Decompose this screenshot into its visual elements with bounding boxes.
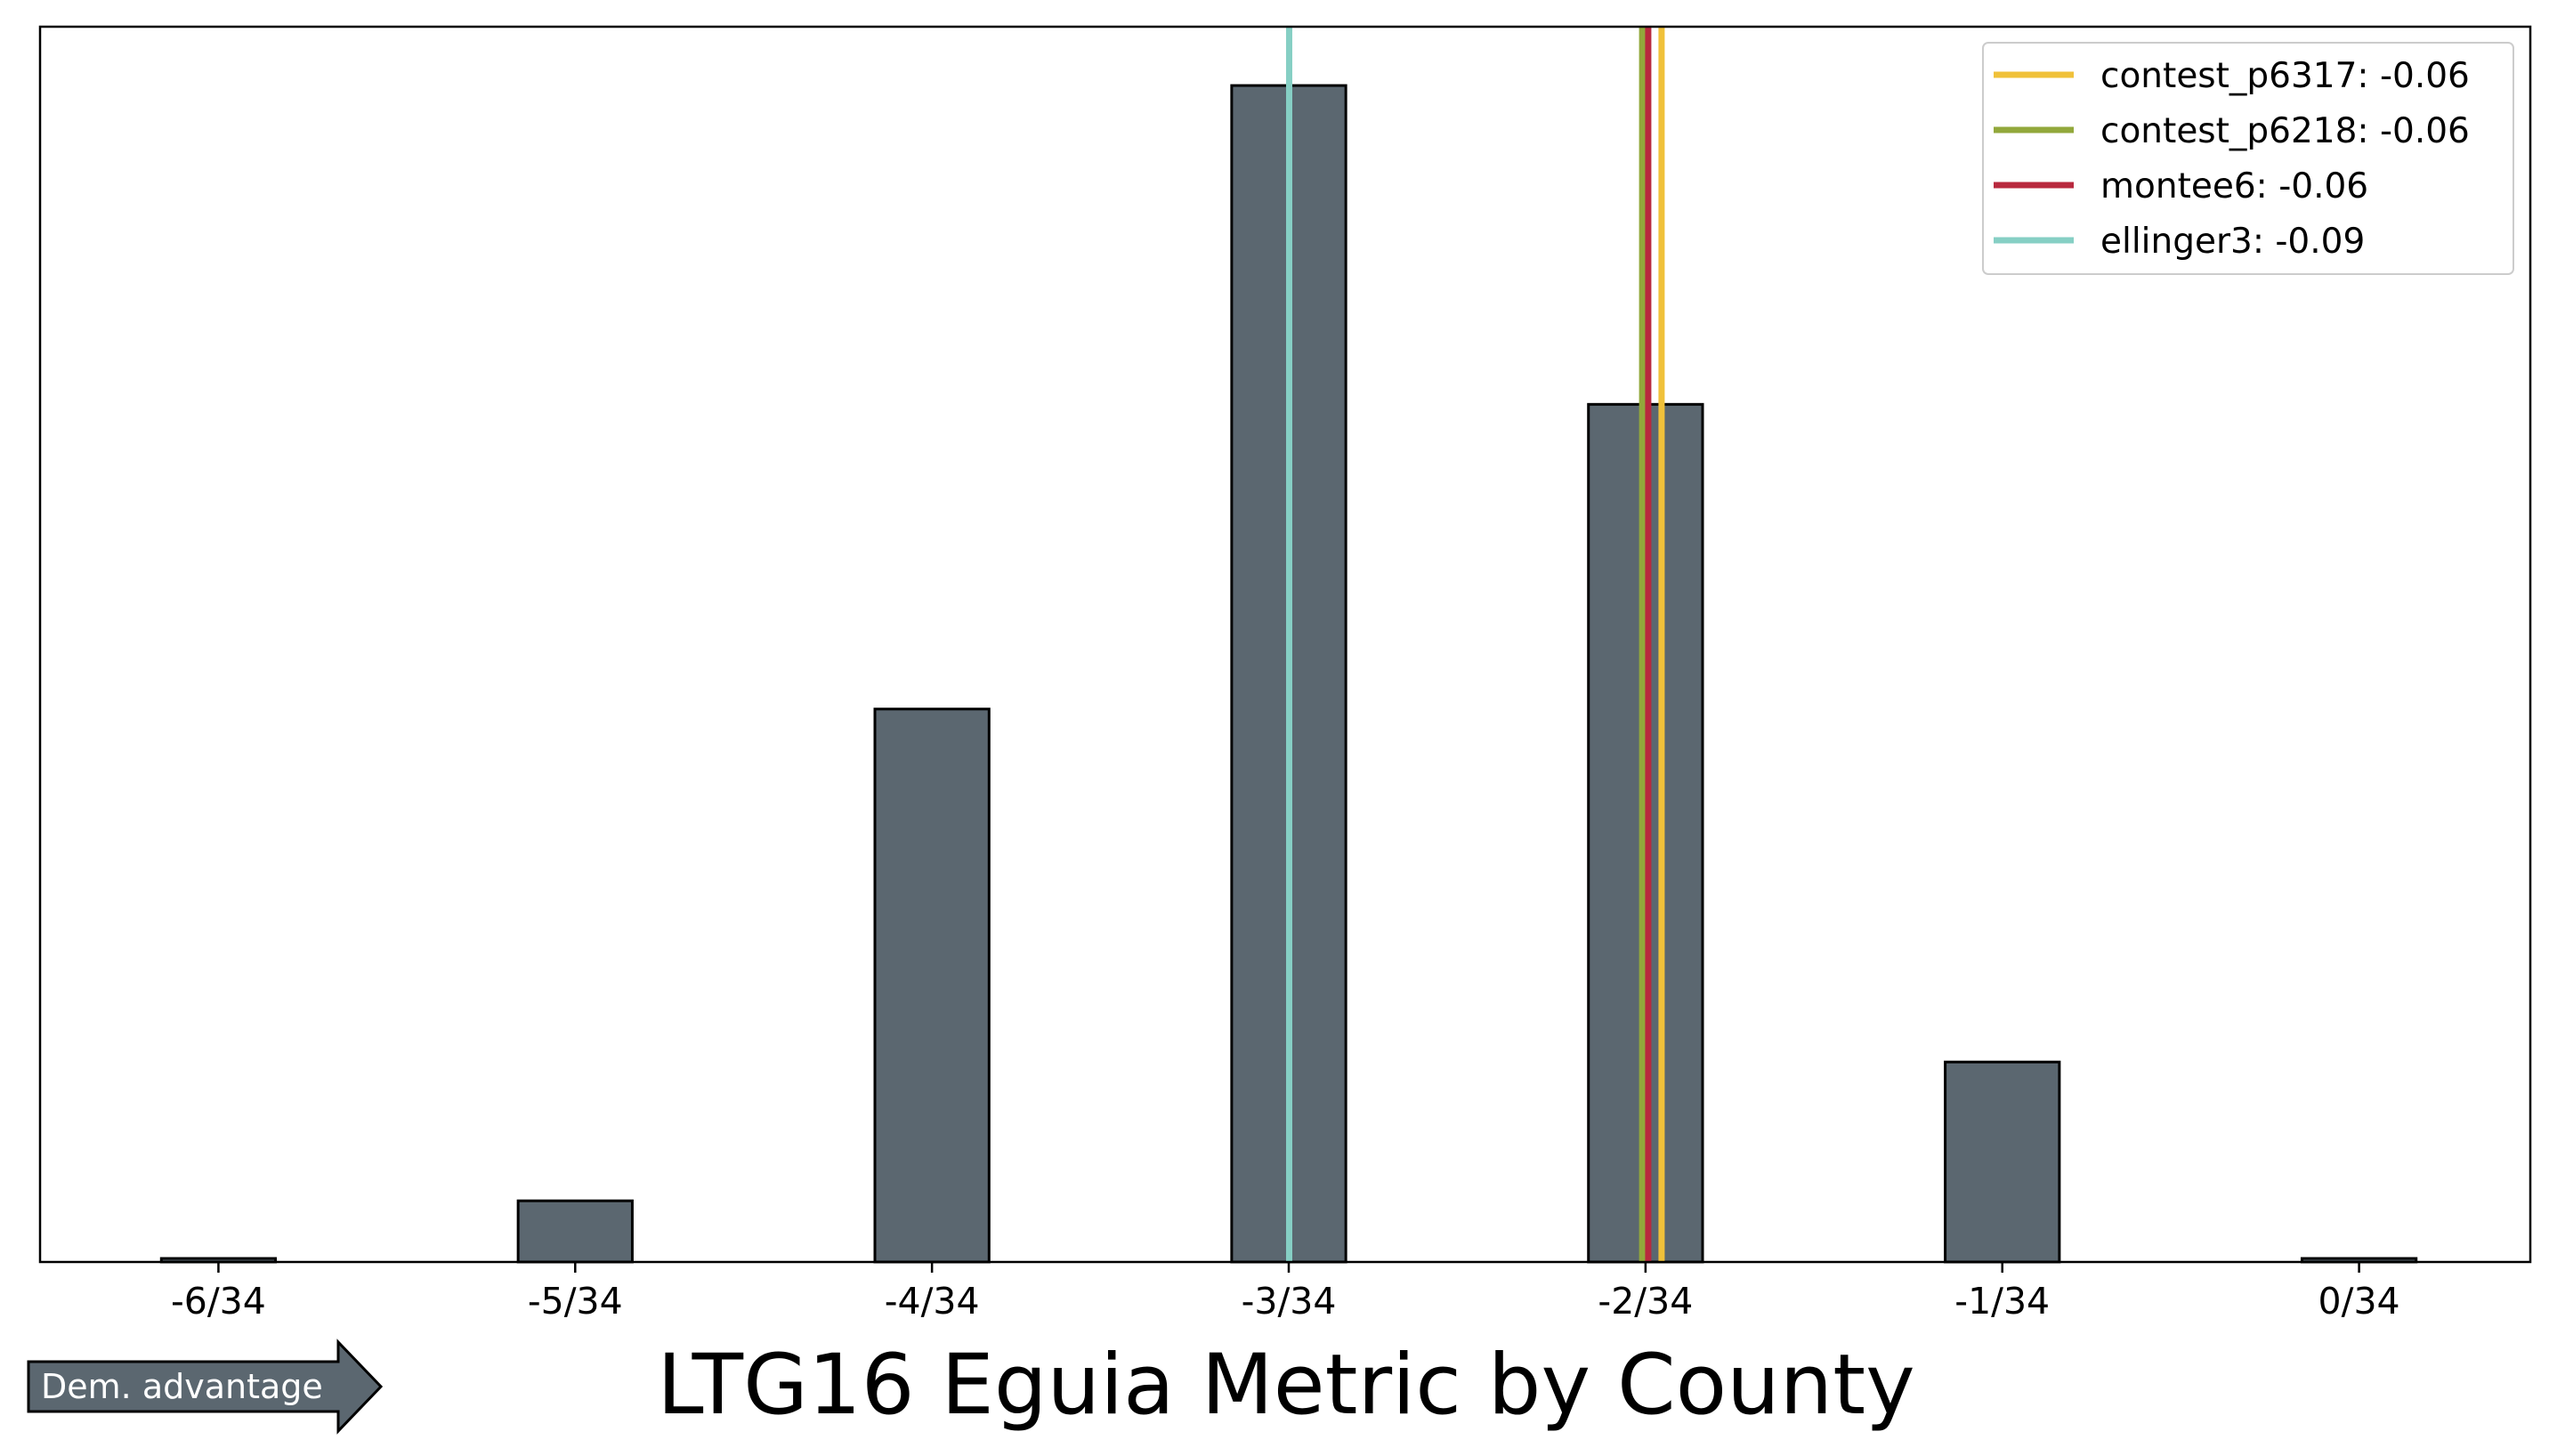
histogram-bar <box>873 708 991 1264</box>
x-tick-label: 0/34 <box>2318 1280 2400 1323</box>
legend-label: contest_p6218: -0.06 <box>2100 111 2470 151</box>
x-tick-label: -6/34 <box>171 1280 266 1323</box>
x-tick-label: -3/34 <box>1242 1280 1337 1323</box>
legend-label: ellinger3: -0.09 <box>2100 222 2365 262</box>
reference-lines-layer <box>1285 27 1665 1262</box>
x-tick-label: -4/34 <box>885 1280 980 1323</box>
arrow-label: Dem. advantage <box>41 1367 323 1406</box>
legend: contest_p6317: -0.06 contest_p6218: -0.06… <box>1982 42 2514 275</box>
histogram-bar <box>1944 1060 2061 1264</box>
histogram-bar <box>516 1199 634 1264</box>
plot-frame <box>38 25 2532 1264</box>
legend-label: montee6: -0.06 <box>2100 166 2368 206</box>
legend-box <box>1982 42 2514 275</box>
arrow-right-icon <box>27 1339 384 1435</box>
x-axis-ticks: -6/34 -5/34 -4/34 -3/34 -2/34 -1/34 0/34 <box>171 1262 2400 1323</box>
legend-label: contest_p6317: -0.06 <box>2100 56 2470 96</box>
x-tick-label: -5/34 <box>528 1280 623 1323</box>
x-tick-label: -1/34 <box>1954 1280 2050 1323</box>
dem-advantage-arrow: Dem. advantage <box>27 1339 384 1435</box>
chart-title: LTG16 Eguia Metric by County <box>657 1337 1915 1434</box>
x-tick-label: -2/34 <box>1598 1280 1693 1323</box>
